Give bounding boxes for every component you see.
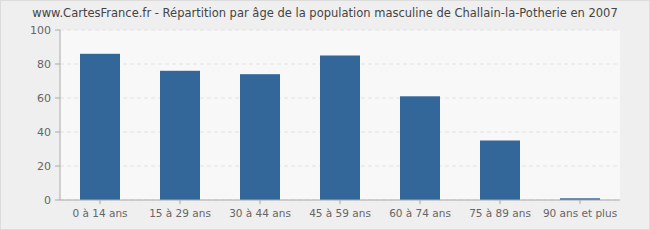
chart-container: www.CartesFrance.fr - Répartition par âg… xyxy=(0,0,650,230)
y-tick-label: 80 xyxy=(37,58,51,71)
tick-mark xyxy=(55,132,60,133)
x-tick-mark xyxy=(180,200,181,204)
x-tick-mark xyxy=(420,200,421,204)
bar xyxy=(400,96,440,200)
x-tick-mark xyxy=(580,200,581,204)
x-tick-mark xyxy=(260,200,261,204)
tick-mark xyxy=(55,98,60,99)
bar xyxy=(80,54,120,200)
x-tick-label: 75 à 89 ans xyxy=(469,207,531,219)
tick-mark xyxy=(55,200,60,201)
y-tick-label: 40 xyxy=(37,126,51,139)
plot-area xyxy=(60,30,620,200)
y-tick-label: 60 xyxy=(37,92,51,105)
tick-mark xyxy=(55,166,60,167)
bars xyxy=(80,54,600,200)
y-axis xyxy=(60,30,61,200)
x-tick-label: 60 à 74 ans xyxy=(389,207,451,219)
y-tick-label: 20 xyxy=(37,160,51,173)
x-tick-label: 15 à 29 ans xyxy=(149,207,211,219)
tick-mark xyxy=(55,64,60,65)
x-tick-label: 45 à 59 ans xyxy=(309,207,371,219)
x-tick-mark xyxy=(340,200,341,204)
x-axis xyxy=(60,200,620,201)
bar xyxy=(240,74,280,200)
bar xyxy=(320,56,360,201)
bar xyxy=(160,71,200,200)
grid-line xyxy=(60,30,620,31)
x-tick-mark xyxy=(100,200,101,204)
tick-mark xyxy=(55,30,60,31)
x-tick-label: 30 à 44 ans xyxy=(229,207,291,219)
title: www.CartesFrance.fr - Répartition par âg… xyxy=(32,6,617,20)
x-tick-mark xyxy=(500,200,501,204)
bar xyxy=(480,141,520,201)
y-tick-label: 100 xyxy=(30,24,51,37)
grid-line xyxy=(60,200,620,201)
y-tick-label: 0 xyxy=(44,194,51,207)
x-tick-label: 0 à 14 ans xyxy=(72,207,127,219)
chart-svg: www.CartesFrance.fr - Répartition par âg… xyxy=(0,0,650,230)
x-tick-label: 90 ans et plus xyxy=(543,207,617,219)
background xyxy=(1,1,650,230)
